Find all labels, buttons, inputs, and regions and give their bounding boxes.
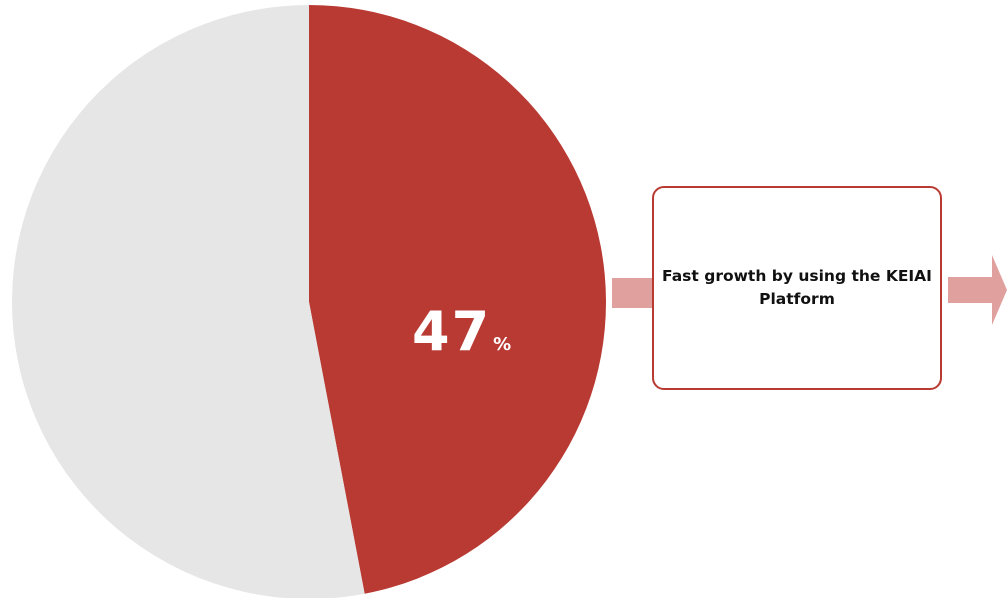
callout-box: Fast growth by using the KEIAI Platform xyxy=(652,186,942,390)
pie-chart xyxy=(12,5,607,598)
pie-slice-remainder xyxy=(12,5,365,598)
arrow-right-icon xyxy=(948,255,1007,325)
arrow-shaft xyxy=(612,278,652,308)
data-label-unit: % xyxy=(493,334,512,355)
arrow-right-icon xyxy=(612,278,652,308)
callout-text: Fast growth by using the KEIAI Platform xyxy=(662,267,932,308)
data-label-value: 47 xyxy=(412,300,492,363)
arrow-head xyxy=(948,255,1007,325)
pie-slice-47-percent xyxy=(309,5,607,594)
pie-data-label: 47% xyxy=(412,305,511,359)
